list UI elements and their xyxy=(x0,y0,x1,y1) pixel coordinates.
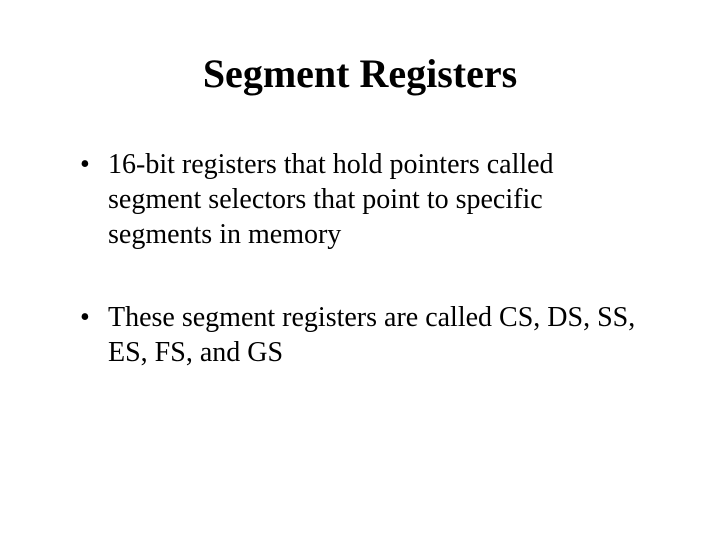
bullet-text: These segment registers are called CS, D… xyxy=(108,302,635,368)
list-item: 16-bit registers that hold pointers call… xyxy=(80,147,650,252)
slide: Segment Registers 16-bit registers that … xyxy=(0,0,720,540)
list-item: These segment registers are called CS, D… xyxy=(80,300,650,370)
bullet-text: 16-bit registers that hold pointers call… xyxy=(108,149,554,250)
bullet-list: 16-bit registers that hold pointers call… xyxy=(80,147,650,370)
slide-title: Segment Registers xyxy=(60,50,660,97)
